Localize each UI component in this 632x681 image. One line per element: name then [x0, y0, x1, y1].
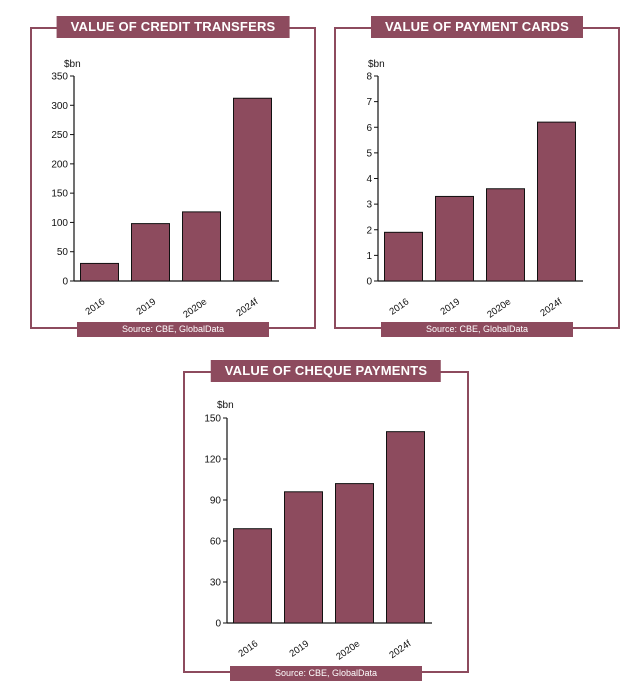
y-tick-label: 0 — [215, 619, 221, 630]
source-note: Source: CBE, GlobalData — [77, 322, 269, 337]
y-tick-label: 150 — [51, 189, 68, 200]
y-tick-label: 3 — [366, 200, 372, 211]
x-tick-label: 2024f — [387, 638, 413, 661]
y-tick-label: 5 — [366, 148, 372, 159]
x-tick-label: 2024f — [538, 296, 564, 319]
y-tick-label: 150 — [204, 414, 221, 425]
panel-payment-cards: VALUE OF PAYMENT CARDS $bn 0 1 2 3 4 5 6 7 8 2016 2… — [334, 16, 620, 337]
y-tick-label: 30 — [210, 578, 222, 589]
bar-2019 — [131, 223, 170, 282]
y-tick-label: 0 — [366, 277, 372, 288]
y-tick-label: 4 — [366, 174, 372, 185]
unit-label: $bn — [64, 59, 81, 70]
chart-title: VALUE OF PAYMENT CARDS — [370, 16, 584, 38]
y-tick-label: 250 — [51, 130, 68, 141]
y-tick-label: 200 — [51, 159, 68, 170]
y-tick-label: 1 — [366, 251, 372, 262]
unit-label: $bn — [217, 400, 234, 411]
y-tick-label: 2 — [366, 225, 372, 236]
y-tick-label: 7 — [366, 97, 372, 108]
x-tick-label: 2020e — [181, 296, 209, 320]
bar-2024f — [386, 431, 425, 624]
y-tick-label: 0 — [62, 277, 68, 288]
bar-2016 — [233, 528, 272, 624]
y-tick-label: 90 — [210, 496, 222, 507]
x-tick-label: 2019 — [135, 296, 159, 317]
x-tick-label: 2020e — [334, 638, 362, 662]
panel-credit-transfers: VALUE OF CREDIT TRANSFERS $bn 0 50 100 150 20… — [30, 16, 316, 337]
bar-2016 — [384, 231, 423, 282]
x-tick-label: 2019 — [288, 638, 312, 659]
y-tick-label: 120 — [204, 455, 221, 466]
y-tick-label: 350 — [51, 72, 68, 83]
bar-2020e — [182, 211, 221, 282]
chart-cheque-payments: $bn 0 30 60 90 120 150 2016 2019 2020e 2024f — [204, 400, 432, 663]
bar-2020e — [486, 188, 525, 282]
x-tick-label: 2020e — [485, 296, 513, 320]
chart-title: VALUE OF CHEQUE PAYMENTS — [210, 360, 442, 382]
bar-2020e — [335, 483, 374, 624]
x-tick-label: 2019 — [439, 296, 463, 317]
panel-cheque-payments: VALUE OF CHEQUE PAYMENTS $bn 0 30 60 90 120 15… — [183, 360, 469, 681]
chart-payment-cards: $bn 0 1 2 3 4 5 6 7 8 2016 2019 2020e 2024f — [366, 59, 583, 321]
source-note: Source: CBE, GlobalData — [381, 322, 573, 337]
x-tick-label: 2016 — [84, 296, 108, 317]
y-tick-label: 50 — [57, 247, 69, 258]
y-tick-label: 300 — [51, 101, 68, 112]
source-note: Source: CBE, GlobalData — [230, 666, 422, 681]
unit-label: $bn — [368, 59, 385, 70]
y-tick-label: 60 — [210, 537, 222, 548]
bar-2024f — [537, 121, 576, 282]
bar-2024f — [233, 97, 272, 282]
y-tick-label: 6 — [366, 123, 372, 134]
bar-2019 — [435, 195, 474, 282]
y-tick-label: 8 — [366, 72, 372, 83]
x-tick-label: 2024f — [234, 296, 260, 319]
bar-2016 — [80, 262, 119, 282]
chart-title: VALUE OF CREDIT TRANSFERS — [56, 16, 290, 38]
bar-2019 — [284, 491, 323, 624]
x-tick-label: 2016 — [388, 296, 412, 317]
x-tick-label: 2016 — [237, 638, 261, 659]
y-tick-label: 100 — [51, 218, 68, 229]
chart-credit-transfers: $bn 0 50 100 150 200 250 300 350 2016 2019 2020e 202… — [51, 59, 279, 321]
